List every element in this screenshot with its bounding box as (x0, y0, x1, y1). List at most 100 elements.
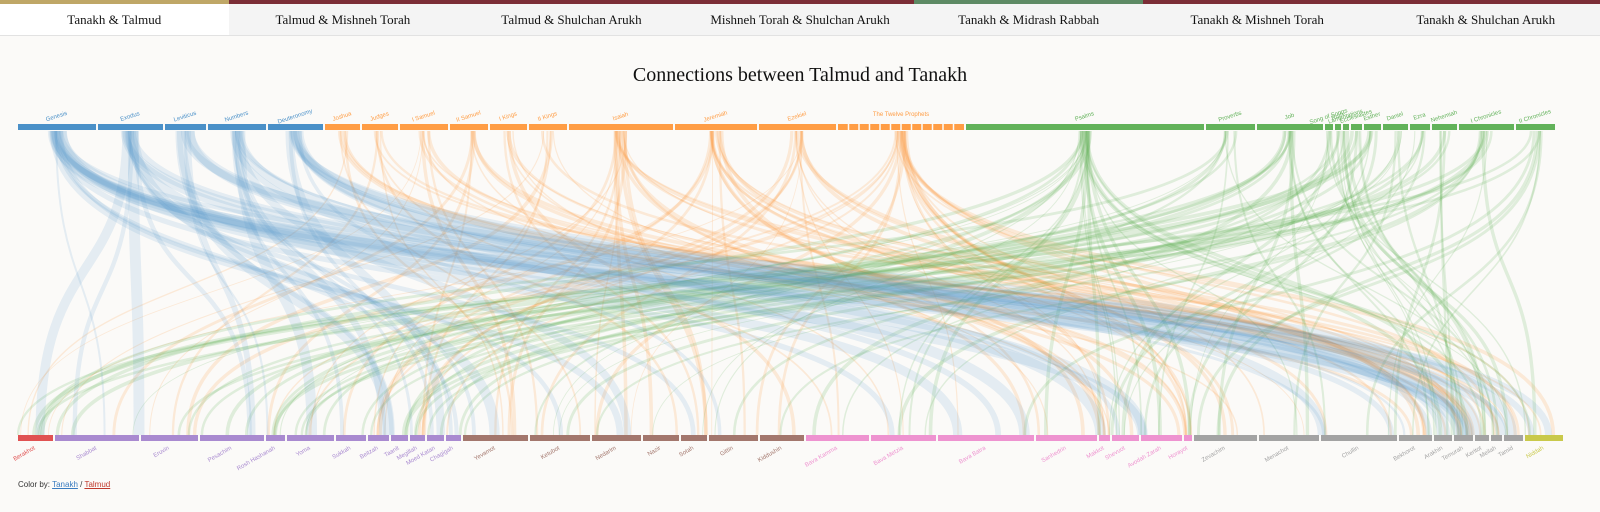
link (439, 130, 1087, 436)
link (620, 130, 1134, 436)
tab[interactable]: Tanakh & Mishneh Torah (1142, 0, 1372, 35)
link (27, 130, 349, 436)
links (16, 130, 1556, 436)
link (901, 130, 1463, 436)
link (901, 130, 1421, 436)
link (1079, 130, 1118, 436)
link (1293, 130, 1397, 436)
color-option[interactable]: Tanakh (52, 480, 78, 489)
link (427, 130, 539, 436)
talmud-label: Eruvin (153, 446, 171, 460)
talmud-label: Yevamot (473, 445, 496, 462)
link (841, 130, 1345, 436)
link (1359, 130, 1487, 436)
link (503, 130, 700, 436)
link (55, 130, 106, 436)
tanakh-label: II Kings (537, 111, 558, 123)
link (595, 130, 903, 436)
talmud-tractate (446, 435, 461, 441)
link (507, 130, 628, 436)
link (716, 130, 1425, 436)
link (1086, 130, 1101, 436)
tanakh-book (362, 124, 398, 130)
link (777, 130, 903, 436)
link (506, 130, 1187, 436)
tab[interactable]: Mishneh Torah & Shulchan Arukh (685, 0, 915, 35)
link (237, 130, 413, 436)
tanakh-label: The Twelve Prophets (873, 112, 929, 118)
color-option[interactable]: Talmud (84, 480, 111, 489)
link (112, 130, 474, 436)
link (1121, 130, 1332, 436)
link (376, 130, 899, 436)
tanakh-label: Ruth (1331, 112, 1345, 122)
tanakh-label: Nehemiah (1430, 110, 1458, 124)
link (630, 130, 803, 436)
link (1217, 130, 1296, 436)
talmud-label: Kiddushin (757, 446, 783, 464)
link (1216, 130, 1539, 436)
link (176, 130, 395, 436)
link (200, 130, 1287, 436)
tab[interactable]: Tanakh & Shulchan Arukh (1371, 0, 1600, 35)
tanakh-book (675, 124, 757, 130)
link (58, 130, 564, 436)
link (423, 130, 549, 436)
talmud-tractate (427, 435, 444, 441)
link (1481, 130, 1537, 436)
link (897, 130, 1483, 436)
talmud-tractate (1475, 435, 1489, 441)
link (149, 130, 424, 436)
link (1340, 130, 1429, 436)
tanakh-label: Judges (370, 111, 390, 123)
link (617, 130, 1469, 436)
link (900, 130, 1496, 436)
link (177, 130, 1541, 436)
talmud-tractate (871, 435, 936, 441)
link (417, 130, 715, 436)
link (904, 130, 1265, 436)
tab[interactable]: Tanakh & Talmud (0, 0, 229, 35)
talmud-label: Sukkah (332, 446, 352, 461)
link (795, 130, 1101, 436)
link (290, 130, 1535, 436)
link (1325, 130, 1527, 436)
link (171, 130, 379, 436)
talmud-label: Pesachim (207, 446, 233, 464)
link (376, 130, 678, 436)
link (898, 130, 1090, 436)
tab[interactable]: Talmud & Mishneh Torah (228, 0, 458, 35)
link (122, 130, 1552, 436)
talmud-tractate (1399, 435, 1432, 441)
link (404, 130, 1373, 436)
link (595, 130, 1485, 436)
link (1345, 130, 1486, 436)
tab[interactable]: Tanakh & Midrash Rabbah (914, 0, 1143, 35)
talmud-label: Bekhorot (1393, 445, 1417, 462)
link (552, 130, 1049, 436)
talmud-label: Bava Batra (958, 445, 987, 465)
talmud-label: Gittin (719, 446, 734, 458)
link (471, 130, 1475, 436)
link (279, 130, 1087, 436)
talmud-label: Meilah (1479, 446, 1497, 460)
talmud-label: Berakhot (13, 445, 37, 462)
link (304, 130, 1493, 436)
link (755, 130, 907, 436)
link (186, 130, 1465, 436)
tanakh-label: I Chronicles (1470, 109, 1502, 124)
talmud-label: Bava Metzia (873, 445, 905, 467)
talmud-label: Beitzah (359, 446, 379, 461)
link (552, 130, 1084, 436)
link (32, 130, 1372, 436)
talmud-tractate (391, 435, 408, 441)
link (1044, 130, 1090, 436)
link (1336, 130, 1484, 436)
tanakh-book (1432, 124, 1457, 130)
talmud-tractate (709, 435, 758, 441)
tab[interactable]: Talmud & Shulchan Arukh (457, 0, 686, 35)
tanakh-book (966, 124, 1204, 130)
tanakh-book (759, 124, 836, 130)
tanakh-label: Ezra (1413, 112, 1427, 122)
